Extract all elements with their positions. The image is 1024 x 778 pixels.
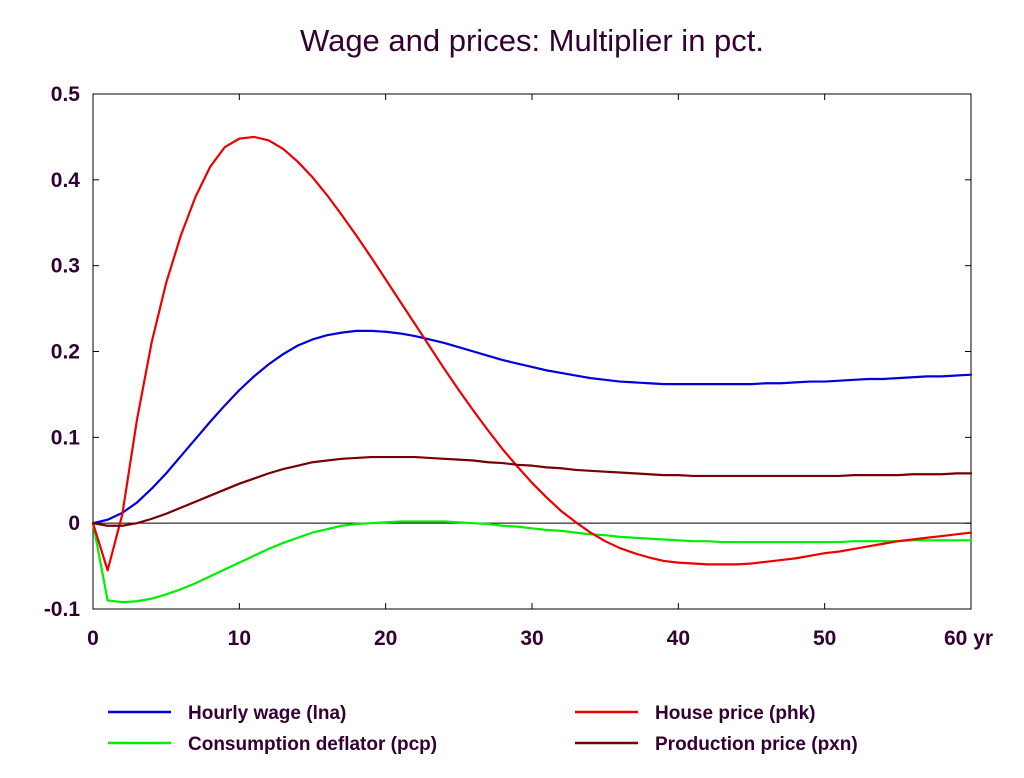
y-tick-label: 0.3 [51,255,80,278]
x-tick-label: 0 [87,627,99,650]
legend-label-4: Production price (pxn) [655,734,858,755]
legend-label-1: Hourly wage (lna) [188,703,346,724]
x-tick-label: 40 [667,627,690,650]
y-tick-label: 0.4 [51,169,81,192]
series-line-3 [91,135,973,572]
y-tick-label: -0.1 [44,598,81,621]
legend-label-3: House price (phk) [655,703,815,724]
chart-title: Wage and prices: Multiplier in pct. [300,23,764,58]
x-tick-label: 30 [520,627,543,650]
y-tick-label: 0.2 [51,341,80,364]
y-tick-label: 0.1 [51,426,81,449]
legend-label-2: Consumption deflator (pcp) [188,734,437,755]
x-tick-label: 20 [374,627,397,650]
x-tick-label: 50 [813,627,836,650]
x-tick-label: 10 [228,627,251,650]
series-line-1 [91,329,973,525]
y-tick-label: 0.5 [51,83,81,106]
y-tick-label: 0 [68,512,80,535]
plot-frame [92,93,972,610]
series-line-2 [91,520,973,604]
series-line-4 [91,455,973,527]
x-tick-label: 60 yr [944,627,993,650]
